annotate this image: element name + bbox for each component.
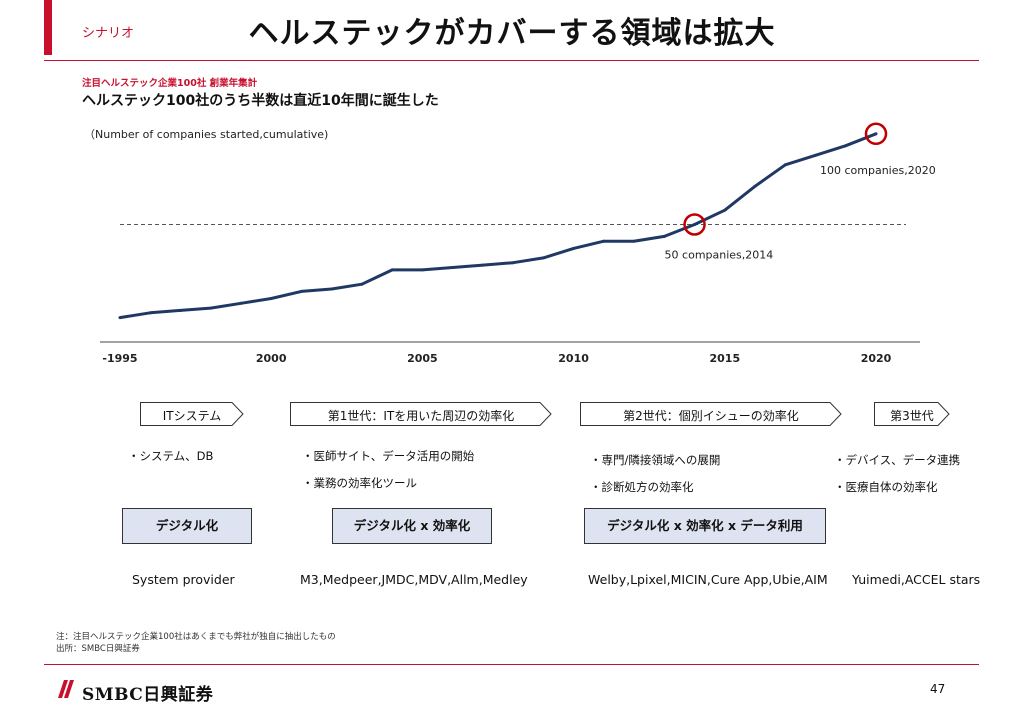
x-tick-label: -1995: [102, 352, 137, 365]
generation-bullet: ・医療自体の効率化: [834, 480, 938, 494]
highlight-circle: [683, 213, 706, 236]
company-list: Yuimedi,ACCEL stars: [852, 572, 981, 587]
page-title: ヘルステックがカバーする領域は拡大: [248, 16, 776, 51]
data-point: [420, 268, 424, 272]
page-number: 47: [930, 682, 946, 696]
theme-box: デジタル化: [122, 508, 252, 544]
data-point: [209, 306, 213, 310]
data-point: [451, 265, 455, 269]
x-tick-label: 2020: [861, 352, 892, 365]
data-point: [178, 308, 182, 312]
data-point: [118, 316, 122, 320]
generation-label: 第1世代：ITを用いた周辺の効率化: [327, 409, 515, 423]
generation-bullet: ・医師サイト、データ活用の開始: [302, 449, 475, 463]
data-point: [874, 132, 878, 136]
data-point: [360, 282, 364, 286]
generation-bullet: ・システム、DB: [128, 449, 214, 463]
company-list: System provider: [132, 572, 235, 587]
x-tick-label: 2000: [256, 352, 287, 365]
data-point: [148, 311, 152, 315]
section-label: シナリオ: [82, 26, 135, 41]
generation-label: ITシステム: [162, 409, 222, 423]
company-list: Welby,Lpixel,MICIN,Cure App,Ubie,AIM: [588, 572, 828, 587]
data-point: [602, 239, 606, 243]
data-point: [481, 263, 485, 267]
subtitle-small: 注目ヘルステック企業100社 創業年集計: [82, 78, 258, 89]
highlight-circle: [864, 122, 888, 146]
data-point: [814, 153, 818, 157]
data-point: [572, 246, 576, 250]
generation-bullet: ・デバイス、データ連携: [834, 453, 961, 467]
generation-arrow: 第3世代: [874, 402, 950, 426]
data-point: [783, 163, 787, 167]
source-note: 出所：SMBC日興証券: [56, 644, 140, 654]
header-divider: [44, 60, 979, 61]
footnote: 注：注目ヘルステック企業100社はあくまでも弊社が独自に抽出したもの: [56, 632, 336, 642]
data-point: [299, 289, 303, 293]
subtitle: ヘルステック100社のうち半数は直近10年間に誕生した: [82, 93, 439, 109]
data-point: [239, 301, 243, 305]
data-point: [723, 208, 727, 212]
generation-label: 第2世代：個別イシューの効率化: [623, 409, 799, 423]
cumulative-line-chart: （Number of companies started,cumulative)…: [84, 122, 936, 365]
x-tick-label: 2015: [709, 352, 740, 365]
data-point: [269, 297, 273, 301]
data-point: [511, 261, 515, 265]
data-point: [330, 287, 334, 291]
company-list: M3,Medpeer,JMDC,MDV,Allm,Medley: [300, 572, 528, 587]
x-tick-label: 2005: [407, 352, 438, 365]
data-point: [632, 239, 636, 243]
data-point: [541, 256, 545, 260]
theme-box: デジタル化 x 効率化 x データ利用: [584, 508, 826, 544]
generation-arrow: 第2世代：個別イシューの効率化: [580, 402, 842, 426]
generation-bullet: ・専門/隣接領域への展開: [590, 453, 721, 467]
annotation-label: 100 companies,2020: [820, 164, 936, 177]
theme-box: デジタル化 x 効率化: [332, 508, 492, 544]
data-point: [390, 268, 394, 272]
header-accent-bar: [44, 0, 52, 55]
generation-arrow: ITシステム: [140, 402, 244, 426]
data-point: [693, 223, 697, 226]
x-tick-label: 2010: [558, 352, 589, 365]
logo-text: SMBC日興証券: [82, 685, 214, 705]
generation-arrow: 第1世代：ITを用いた周辺の効率化: [290, 402, 552, 426]
footer-divider: [44, 664, 979, 665]
data-point: [844, 144, 848, 148]
annotation-label: 50 companies,2014: [665, 249, 774, 262]
data-point: [753, 184, 757, 188]
generation-bullet: ・業務の効率化ツール: [302, 476, 417, 490]
generation-label: 第3世代: [890, 409, 934, 423]
series-line: [119, 132, 877, 320]
smbc-logo-icon: [58, 680, 74, 698]
generation-bullet: ・診断処方の効率化: [590, 480, 694, 494]
y-axis-label: （Number of companies started,cumulative): [84, 128, 328, 141]
data-point: [662, 234, 666, 238]
